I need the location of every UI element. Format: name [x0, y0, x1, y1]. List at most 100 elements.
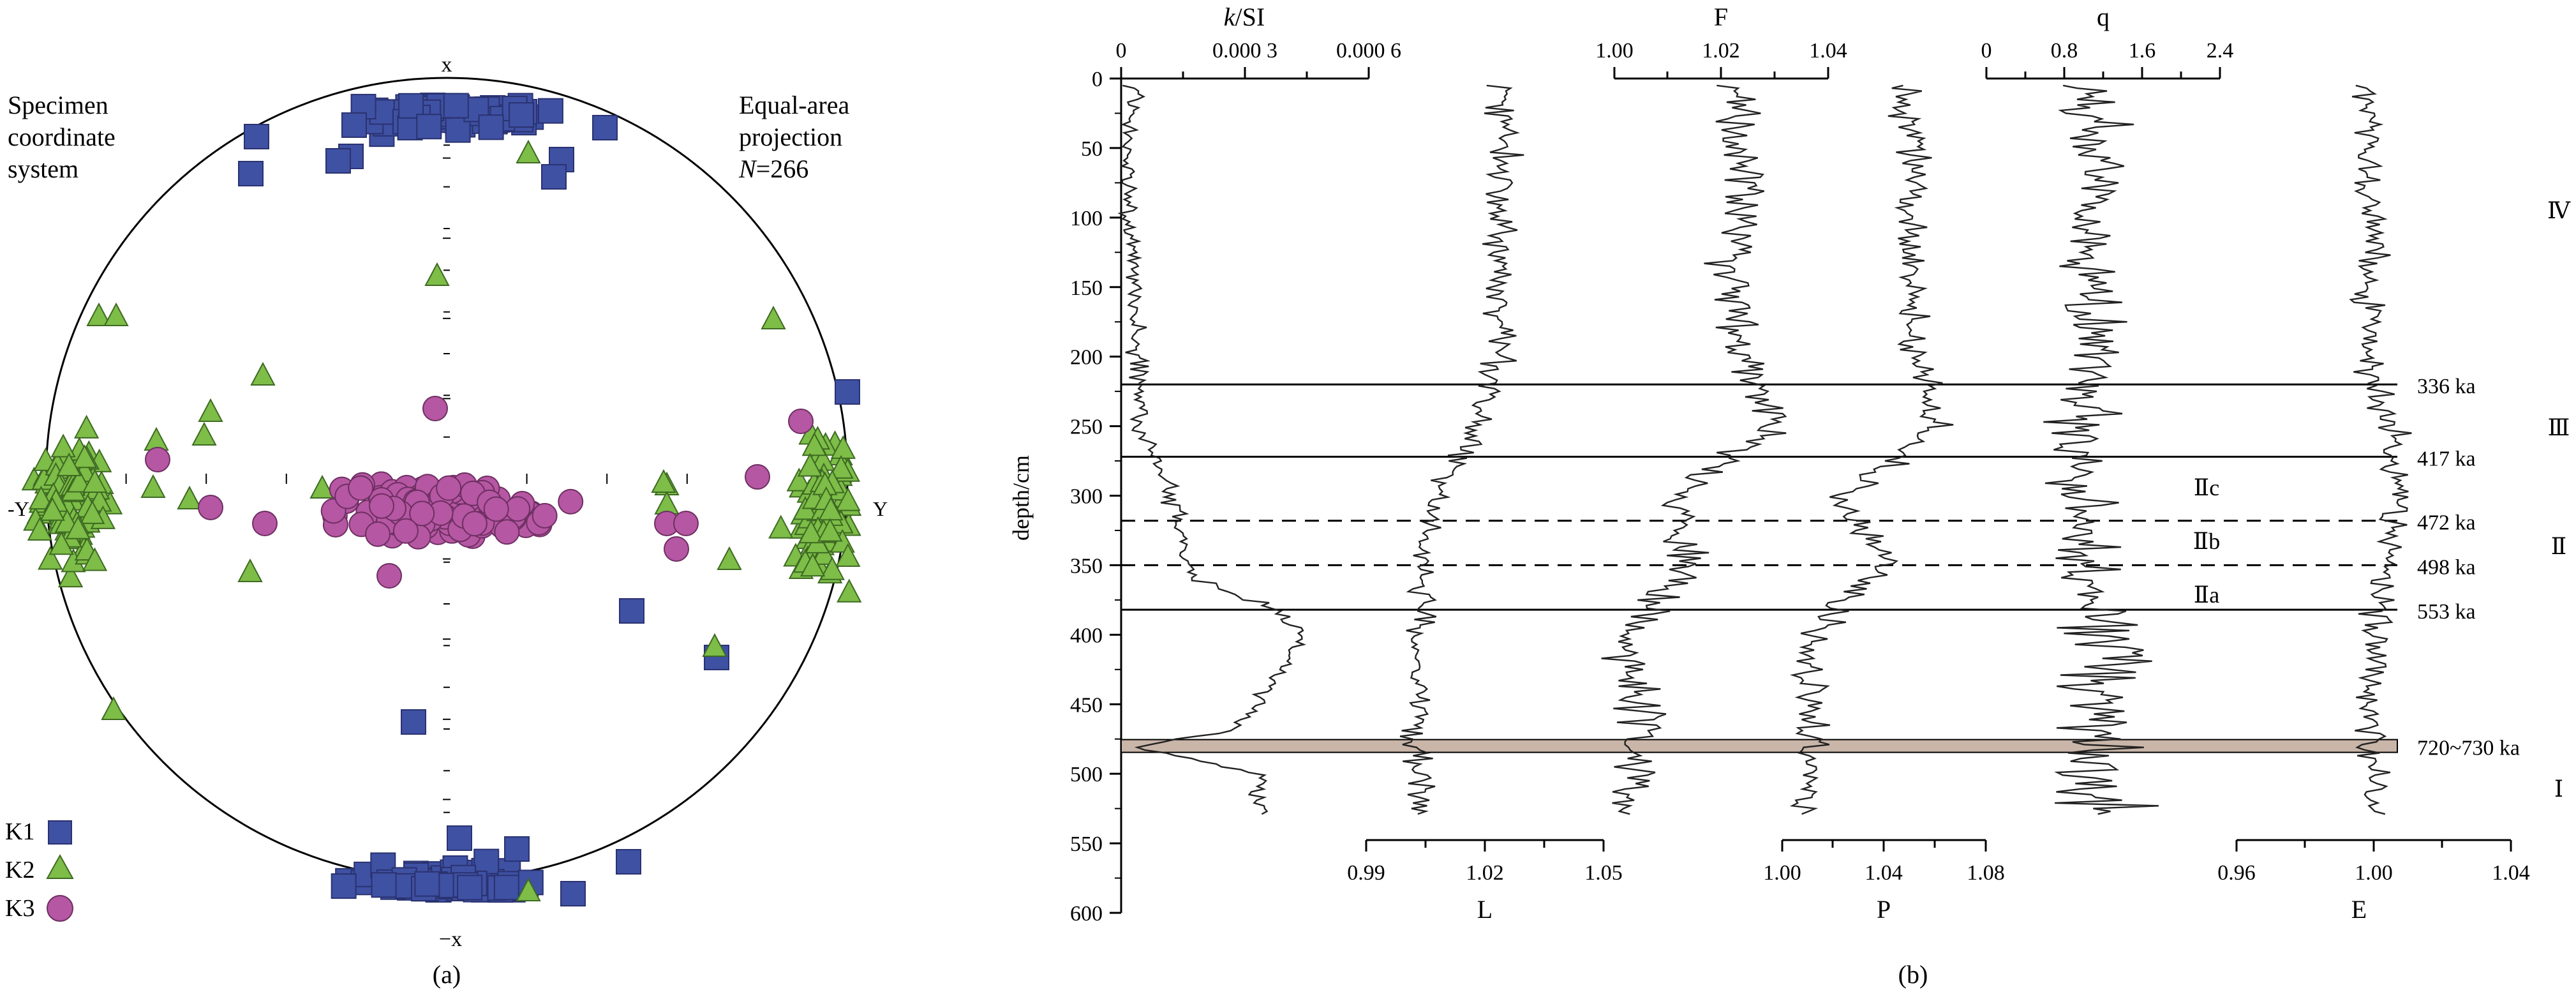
k3-marker — [788, 409, 814, 434]
subunit-label-iia: Ⅱa — [2194, 582, 2219, 608]
k3-marker — [145, 447, 170, 472]
k1-marker — [493, 875, 519, 901]
k2-marker — [48, 531, 74, 555]
k1-marker — [341, 112, 367, 138]
k2-marker — [717, 546, 742, 570]
bottom-axis-p-ticklabel-0: 1.00 — [1763, 861, 1801, 885]
k1-marker — [244, 124, 269, 149]
bottom-axis-l: 0.99 1.02 1.05 L — [1347, 839, 1623, 924]
legend-marker-k2 — [46, 853, 74, 879]
k3-marker — [494, 519, 520, 545]
top-axis-f-label: F — [1714, 3, 1728, 31]
boundary-age-label: 553 ka — [2417, 600, 2476, 624]
legend-label-k2: K2 — [5, 857, 34, 883]
k1-marker — [473, 848, 500, 875]
k1-marker — [457, 875, 483, 901]
k3-marker — [461, 511, 488, 537]
curve-e — [2349, 84, 2412, 815]
top-axis-k-ticklabel-0: 0 — [1116, 39, 1127, 63]
k3-marker — [252, 511, 278, 536]
axis-label-minus-y: -Y — [8, 497, 29, 520]
k2-marker — [797, 453, 823, 477]
top-axis-k-label-rest: /SI — [1235, 3, 1265, 31]
sample-count-letter: N — [738, 154, 757, 183]
legend-label-k1: K1 — [5, 818, 34, 845]
bottom-axis-p-ticklabel-2: 1.08 — [1967, 861, 2005, 885]
k2-marker — [56, 452, 82, 476]
k1-marker — [509, 102, 535, 128]
k1-marker — [238, 161, 264, 186]
k2-marker — [65, 515, 91, 539]
title-left-1: Specimen — [8, 91, 108, 119]
legend-marker-k1 — [48, 820, 72, 845]
k2-marker — [103, 302, 129, 326]
k3-marker — [664, 536, 689, 562]
depth-tick-label: 500 — [1070, 763, 1103, 786]
unit-label-ii: Ⅱ — [2551, 534, 2566, 559]
k2-marker — [237, 558, 263, 582]
k2-marker — [798, 520, 824, 544]
k2-marker — [786, 467, 812, 492]
bottom-axis-l-label: L — [1477, 895, 1493, 924]
k2-markers — [21, 139, 862, 901]
top-axis-q-label: q — [2097, 3, 2110, 31]
k2-marker — [801, 432, 827, 456]
legend-marker-k3 — [47, 895, 73, 922]
k2-marker — [82, 547, 108, 571]
bottom-axis-p-label: P — [1877, 895, 1891, 924]
top-axis-k-label: k/SI — [1224, 3, 1265, 31]
k1-marker — [331, 873, 357, 899]
title-left-3: system — [8, 154, 78, 183]
sample-count-value: =266 — [756, 154, 809, 183]
k2-marker — [198, 398, 223, 422]
k1-marker — [414, 871, 440, 897]
depth-tick-label: 350 — [1070, 554, 1103, 578]
k2-marker — [761, 305, 786, 329]
k2-marker — [516, 139, 541, 163]
depth-ticks: 0 50 100 150 200 250 300 350 400 450 500 550 600 — [1070, 68, 1121, 926]
k1-markers — [238, 93, 860, 906]
k2-marker — [768, 515, 794, 539]
k2-marker — [516, 877, 541, 901]
k2-marker — [654, 490, 680, 515]
axis-label-y: Y — [873, 497, 888, 520]
top-axis-k-ticklabel-1: 0.000 3 — [1212, 39, 1277, 63]
depth-profile-panel: 0 50 100 150 200 250 300 350 400 450 500 550 600 dep… — [1008, 3, 2571, 989]
k3-marker — [392, 518, 419, 544]
subunit-label-iib: Ⅱb — [2193, 529, 2220, 554]
k2-marker — [71, 444, 98, 469]
depth-tick-label: 300 — [1070, 485, 1103, 509]
unit-label-iv: Ⅳ — [2547, 198, 2571, 223]
bottom-axis-l-ticklabel-1: 1.02 — [1466, 861, 1504, 885]
bottom-axis-e-ticklabel-2: 1.04 — [2492, 861, 2530, 885]
k2-marker — [817, 518, 843, 542]
k2-marker — [66, 469, 92, 493]
k1-marker — [835, 379, 860, 405]
k2-marker — [835, 487, 861, 511]
profile-curves — [1117, 84, 2412, 815]
k1-marker — [401, 709, 426, 735]
k2-marker — [40, 497, 65, 521]
k1-marker — [537, 98, 563, 124]
top-axis-k-label-k: k — [1224, 3, 1236, 31]
depth-tick-label: 100 — [1070, 207, 1103, 230]
depth-tick-label: 450 — [1070, 693, 1103, 717]
top-axis-k-ticklabel-2: 0.000 6 — [1336, 39, 1401, 63]
k1-marker — [504, 836, 530, 862]
top-axis-q: 0 0.8 1.6 2.4 q — [1981, 3, 2234, 80]
k2-marker — [27, 516, 53, 541]
top-axis-f: 1.00 1.02 1.04 F — [1595, 3, 1847, 80]
bottom-axis-p: 1.00 1.04 1.08 P — [1763, 839, 2005, 924]
k3-marker — [673, 511, 699, 536]
k3-marker — [745, 464, 770, 490]
curve-p — [1789, 84, 1954, 815]
top-axis-q-ticklabel-2: 1.6 — [2129, 39, 2156, 63]
top-axis-q-ticklabel-3: 2.4 — [2207, 39, 2234, 63]
bottom-axis-e-ticklabel-0: 0.96 — [2217, 861, 2256, 885]
k3-marker — [483, 496, 509, 522]
subunit-label-iic: Ⅱc — [2194, 475, 2219, 500]
bottom-axis-l-ticklabel-2: 1.05 — [1584, 861, 1623, 885]
k1-marker — [560, 881, 586, 906]
k2-marker — [144, 426, 169, 451]
